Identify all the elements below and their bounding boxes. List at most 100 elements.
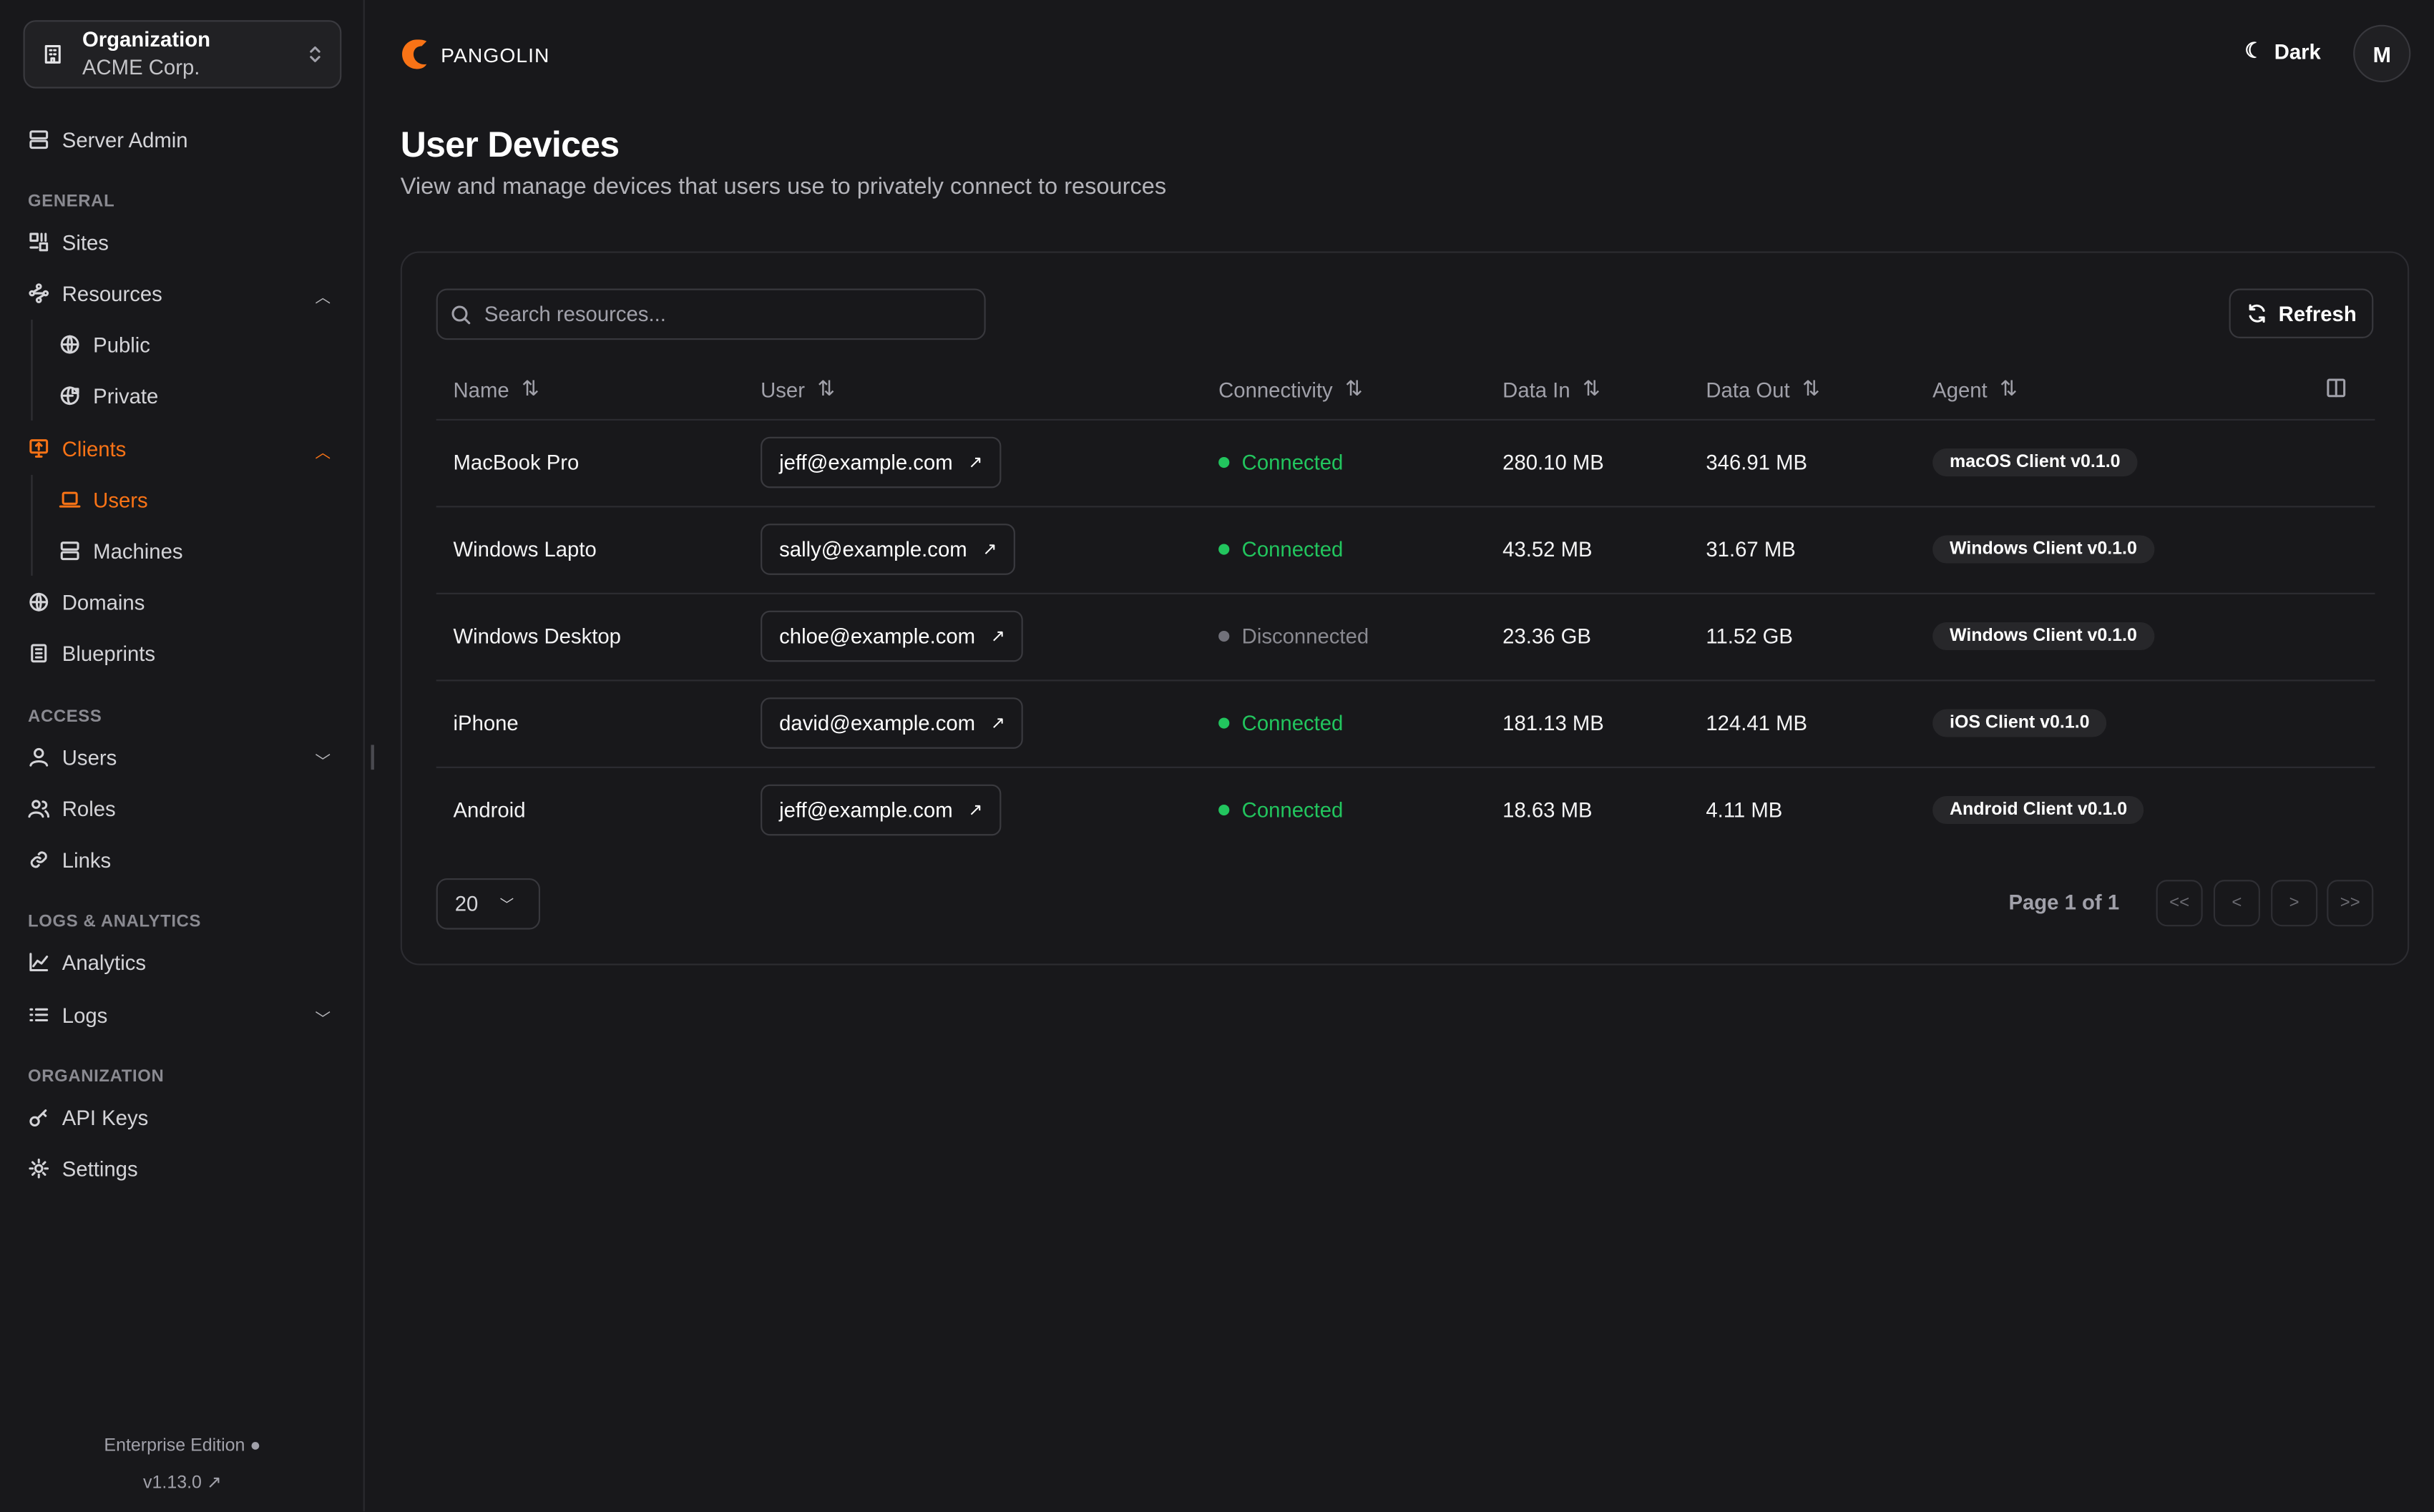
data-in: 18.63 MB xyxy=(1502,798,1593,822)
label: Settings xyxy=(62,1157,138,1180)
column-header-name[interactable]: Name ⇅ xyxy=(454,377,539,402)
refresh-button[interactable]: Refresh xyxy=(2229,288,2374,338)
user-link-button[interactable]: jeff@example.com ↗ xyxy=(761,784,1002,836)
label: Clients xyxy=(62,436,127,461)
status-dot-icon xyxy=(1218,717,1230,729)
column-header-agent[interactable]: Agent ⇅ xyxy=(1932,377,2017,402)
arrow-up-right-icon: ↗ xyxy=(990,715,1005,734)
building-icon xyxy=(44,45,61,64)
status-label: Disconnected xyxy=(1241,624,1369,648)
org-switcher[interactable]: Organization ACME Corp. xyxy=(23,20,342,89)
laptop-icon xyxy=(59,491,81,508)
sidebar-item-private[interactable]: Private xyxy=(59,378,158,413)
version[interactable]: v1.13.0 ↗ xyxy=(0,1471,365,1493)
search-field[interactable] xyxy=(436,288,986,340)
sidebar-resize-handle[interactable] xyxy=(371,745,374,770)
pangolin-logo-icon xyxy=(402,39,427,69)
search-input[interactable] xyxy=(484,303,950,326)
sites-icon xyxy=(29,232,49,252)
agent-badge: Android Client v0.1.0 xyxy=(1932,796,2145,825)
theme-toggle[interactable]: ☾ Dark xyxy=(2244,39,2321,64)
status-dot-icon xyxy=(1218,456,1230,468)
user-link-button[interactable]: chloe@example.com ↗ xyxy=(761,610,1024,662)
data-out: 31.67 MB xyxy=(1706,537,1796,561)
label: Resources xyxy=(62,281,162,305)
sidebar-item-logs[interactable]: Logs xyxy=(28,998,107,1032)
sidebar-item-api-keys[interactable]: API Keys xyxy=(28,1100,148,1134)
sidebar-item-users[interactable]: Users xyxy=(59,483,148,517)
column-header-data-in[interactable]: Data In ⇅ xyxy=(1502,377,1600,402)
label: Name xyxy=(453,378,509,401)
prev-page-button[interactable]: < xyxy=(2213,880,2260,927)
column-header-user[interactable]: User ⇅ xyxy=(761,377,835,402)
chevron-up-icon[interactable]: ︿ xyxy=(315,290,331,308)
main: PANGOLIN ☾ Dark M User Devices View and m… xyxy=(366,0,2434,1511)
columns-icon[interactable] xyxy=(2325,377,2347,398)
search-icon xyxy=(451,305,471,324)
sidebar: Organization ACME Corp. Server Admin GEN… xyxy=(0,0,365,1512)
chevron-down-icon[interactable]: ﹀ xyxy=(315,1011,331,1029)
sidebar-item-resources[interactable]: Resources xyxy=(28,276,162,310)
column-header-connectivity[interactable]: Connectivity ⇅ xyxy=(1218,377,1362,402)
status-badge: Disconnected xyxy=(1218,624,1369,648)
page-indicator: Page 1 of 1 xyxy=(2008,890,2120,914)
sidebar-item-links[interactable]: Links xyxy=(28,843,111,877)
status-dot-icon xyxy=(1218,630,1230,642)
sidebar-item-roles[interactable]: Roles xyxy=(28,791,116,825)
chevrons-up-down-icon xyxy=(310,46,321,62)
sort-icon: ⇅ xyxy=(1582,377,1600,401)
arrow-up-right-icon: ↗ xyxy=(990,627,1005,647)
status-label: Connected xyxy=(1241,451,1344,474)
chevron-down-icon: ﹀ xyxy=(499,897,514,913)
next-page-button[interactable]: > xyxy=(2271,880,2318,927)
brand-logo[interactable]: PANGOLIN xyxy=(401,37,550,72)
sidebar-item-machines[interactable]: Machines xyxy=(59,534,183,568)
user-icon xyxy=(29,747,49,767)
page-size-select[interactable]: 20 ﹀ xyxy=(436,878,541,930)
device-name: MacBook Pro xyxy=(453,451,580,474)
label: Data In xyxy=(1502,378,1570,401)
sidebar-item-settings[interactable]: Settings xyxy=(28,1152,138,1186)
last-page-button[interactable]: >> xyxy=(2327,880,2374,927)
globe-icon xyxy=(29,592,49,612)
chevron-up-icon[interactable]: ︿ xyxy=(315,445,331,463)
sidebar-item-public[interactable]: Public xyxy=(59,328,150,362)
status-badge: Connected xyxy=(1218,451,1343,474)
status-badge: Connected xyxy=(1218,538,1343,561)
user-link-button[interactable]: david@example.com ↗ xyxy=(761,697,1024,749)
sidebar-item-domains[interactable]: Domains xyxy=(28,585,145,619)
server-icon xyxy=(60,541,79,561)
sidebar-item-server-admin[interactable]: Server Admin xyxy=(28,122,188,157)
github-icon: ● xyxy=(250,1437,261,1456)
sidebar-item-blueprints[interactable]: Blueprints xyxy=(28,637,155,671)
agent-badge: Windows Client v0.1.0 xyxy=(1932,622,2154,651)
label: Private xyxy=(93,383,159,408)
user-link-button[interactable]: jeff@example.com ↗ xyxy=(761,436,1002,489)
refresh-label: Refresh xyxy=(2278,301,2357,325)
user-link-button[interactable]: sally@example.com ↗ xyxy=(761,524,1016,575)
sidebar-item-clients[interactable]: Clients xyxy=(28,431,126,466)
label: Machines xyxy=(93,539,183,563)
label: Agent xyxy=(1932,378,1988,401)
data-out: 11.52 GB xyxy=(1706,624,1793,648)
version-label: v1.13.0 xyxy=(143,1474,202,1493)
sidebar-item-sites[interactable]: Sites xyxy=(28,225,109,260)
status-dot-icon xyxy=(1218,804,1230,816)
label: Links xyxy=(62,848,112,872)
chevron-down-icon[interactable]: ﹀ xyxy=(315,754,331,772)
status-dot-icon xyxy=(1218,544,1230,555)
section-general: GENERAL xyxy=(28,192,115,212)
divider xyxy=(436,418,2375,421)
sidebar-item-access-users[interactable]: Users xyxy=(28,740,117,775)
first-page-button[interactable]: << xyxy=(2156,880,2203,927)
agent-badge: iOS Client v0.1.0 xyxy=(1932,709,2107,737)
label: Users xyxy=(62,745,117,770)
edition[interactable]: Enterprise Edition ● xyxy=(0,1437,365,1455)
avatar[interactable]: M xyxy=(2353,24,2411,82)
org-label: Organization xyxy=(82,28,211,51)
sidebar-item-analytics[interactable]: Analytics xyxy=(28,945,146,979)
label: Public xyxy=(93,333,150,356)
status-label: Connected xyxy=(1241,798,1344,822)
section-access: ACCESS xyxy=(28,707,102,727)
column-header-data-out[interactable]: Data Out ⇅ xyxy=(1706,377,1819,402)
